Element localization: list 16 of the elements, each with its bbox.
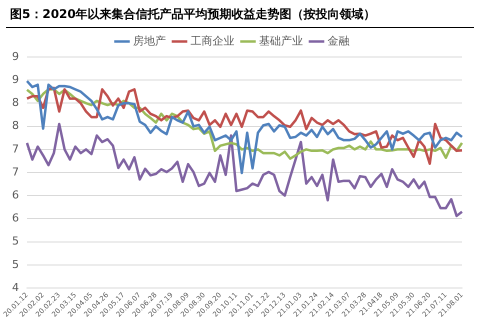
y-tick-label: 7 bbox=[12, 142, 19, 156]
legend-label: 金融 bbox=[328, 34, 350, 48]
y-tick-label: 6 bbox=[12, 212, 19, 225]
legend-label: 工商企业 bbox=[190, 34, 234, 48]
y-tick-label: 7 bbox=[12, 165, 19, 178]
legend-label: 基础产业 bbox=[259, 34, 303, 48]
y-tick-label: 8 bbox=[12, 96, 19, 110]
y-tick-label: 6 bbox=[12, 188, 19, 202]
legend-label: 房地产 bbox=[133, 34, 166, 48]
y-tick-label: 9 bbox=[12, 50, 19, 63]
y-tick-label: 5 bbox=[12, 234, 19, 248]
y-tick-label: 9 bbox=[12, 72, 19, 86]
y-tick-label: 5 bbox=[12, 258, 19, 271]
chart-title: 图5：2020年以来集合信托产品平均预期收益走势图（按投向领域） bbox=[6, 0, 474, 28]
y-tick-label: 8 bbox=[12, 119, 19, 132]
y-tick-label: 4 bbox=[12, 280, 19, 294]
